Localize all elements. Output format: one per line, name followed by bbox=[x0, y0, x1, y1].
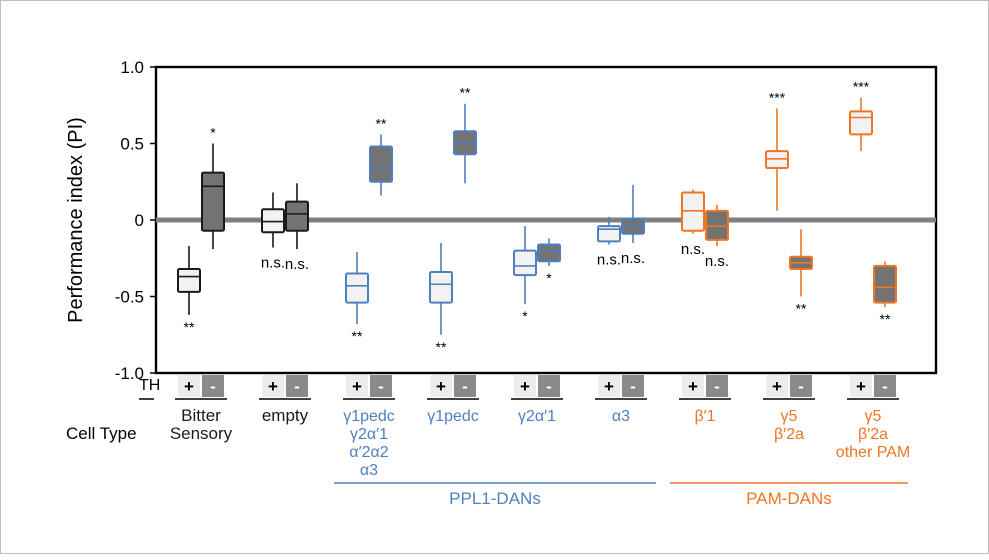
group-2-box-minus bbox=[369, 145, 393, 183]
group-1-box-plus-significance: n.s. bbox=[261, 255, 285, 272]
y-tick-label: -1.0 bbox=[115, 364, 144, 383]
group-4-box-plus-th-cell bbox=[514, 375, 536, 397]
group-0-box-plus bbox=[177, 267, 201, 293]
group-7-label-1: β′2a bbox=[774, 426, 804, 443]
group-1-box-minus-th-sign: - bbox=[294, 377, 300, 396]
y-tick-label: 1.0 bbox=[120, 58, 144, 77]
group-8-box-plus-significance: *** bbox=[853, 79, 870, 95]
group-1-label-0: empty bbox=[262, 406, 309, 425]
group-7-box-plus-th-sign: + bbox=[772, 377, 782, 396]
group-6-label-0: β′1 bbox=[694, 408, 715, 425]
group-4-box-minus-significance: * bbox=[546, 270, 552, 286]
group-7-box-minus-significance: ** bbox=[796, 301, 807, 317]
group-3-box-plus-th-cell bbox=[430, 375, 452, 397]
y-tick-label: 0.5 bbox=[120, 135, 144, 154]
group-5-box-plus-significance: n.s. bbox=[597, 251, 621, 268]
group-8-box-minus bbox=[873, 264, 897, 304]
group-2-box-plus bbox=[345, 272, 369, 304]
group-0-box-plus-th-cell bbox=[178, 375, 200, 397]
group-7-label-0: γ5 bbox=[781, 408, 798, 425]
group-4-box-minus bbox=[537, 243, 561, 263]
group-8-box-minus-th-cell bbox=[874, 375, 896, 397]
group-6-box-minus-th-cell bbox=[706, 375, 728, 397]
group-8-label-0: γ5 bbox=[865, 408, 882, 425]
th-row-label: TH bbox=[139, 377, 160, 394]
group-3-box-minus-th-cell bbox=[454, 375, 476, 397]
group-3-box-plus-th-sign: + bbox=[436, 377, 446, 396]
group-2-box-plus-th-sign: + bbox=[352, 377, 362, 396]
group-7-box-minus-th-cell bbox=[790, 375, 812, 397]
group-6-box-minus-significance: n.s. bbox=[705, 253, 729, 270]
group-4-label-0: γ2α′1 bbox=[518, 408, 556, 425]
group-8-box-plus-th-cell bbox=[850, 375, 872, 397]
group-6-box-minus-th-sign: - bbox=[714, 377, 720, 396]
group-6-box-plus-th-sign: + bbox=[688, 377, 698, 396]
group-2-box-minus-significance: ** bbox=[376, 115, 387, 131]
group-1-box-plus-th-cell bbox=[262, 375, 284, 397]
group-5-box-plus-th-sign: + bbox=[604, 377, 614, 396]
group-0-box-minus-th-sign: - bbox=[210, 377, 216, 396]
group-1-box-plus-th-sign: + bbox=[268, 377, 278, 396]
group-1-box-minus bbox=[285, 200, 309, 232]
group-0-box-minus bbox=[201, 171, 225, 232]
group-5-box-plus-th-cell bbox=[598, 375, 620, 397]
group-0-label-1: Sensory bbox=[170, 424, 233, 443]
group-3-box-plus bbox=[429, 271, 453, 304]
group-0-box-plus-th-sign: + bbox=[184, 377, 194, 396]
group-2-box-minus-th-sign: - bbox=[378, 377, 384, 396]
group-8-box-plus bbox=[849, 110, 873, 136]
group-0-label-0: Bitter bbox=[181, 406, 221, 425]
group-1-box-minus-significance: n.s. bbox=[285, 256, 309, 273]
group-8-box-minus-th-sign: - bbox=[882, 377, 888, 396]
group-5-box-minus-th-sign: - bbox=[630, 377, 636, 396]
group-3-box-plus-significance: ** bbox=[436, 339, 447, 355]
group-1-box-minus-th-cell bbox=[286, 375, 308, 397]
group-4-box-minus-th-cell bbox=[538, 375, 560, 397]
group-2-label-1: γ2α′1 bbox=[350, 426, 388, 443]
group-4-box-plus bbox=[513, 249, 537, 277]
y-axis-label: Performance index (PI) bbox=[65, 117, 87, 323]
group-0-box-minus-significance: * bbox=[210, 125, 216, 141]
group-2-label-3: α3 bbox=[360, 462, 378, 479]
group-8-box-plus-th-sign: + bbox=[856, 377, 866, 396]
group-4-box-plus-th-sign: + bbox=[520, 377, 530, 396]
group-6-box-plus-significance: n.s. bbox=[681, 241, 705, 258]
group-0-box-plus-significance: ** bbox=[184, 319, 195, 335]
cell-type-label: Cell Type bbox=[66, 424, 137, 443]
group-4-box-minus-th-sign: - bbox=[546, 377, 552, 396]
bracket-1-label: PAM-DANs bbox=[746, 489, 832, 508]
y-tick-label: -0.5 bbox=[115, 288, 144, 307]
group-5-box-minus-significance: n.s. bbox=[621, 250, 645, 267]
group-7-box-plus-significance: *** bbox=[769, 89, 786, 105]
bracket-0-label: PPL1-DANs bbox=[449, 489, 541, 508]
group-8-label-1: β′2a bbox=[858, 426, 888, 443]
group-3-box-minus-significance: ** bbox=[460, 85, 471, 101]
group-8-label-2: other PAM bbox=[836, 444, 910, 461]
group-5-box-minus-th-cell bbox=[622, 375, 644, 397]
group-2-box-plus-significance: ** bbox=[352, 328, 363, 344]
group-2-label-0: γ1pedc bbox=[343, 408, 395, 425]
group-6-box-plus-th-cell bbox=[682, 375, 704, 397]
group-7-box-plus-th-cell bbox=[766, 375, 788, 397]
group-2-box-minus-th-cell bbox=[370, 375, 392, 397]
group-5-label-0: α3 bbox=[612, 408, 630, 425]
group-8-box-minus-significance: ** bbox=[880, 311, 891, 327]
group-4-box-plus-significance: * bbox=[522, 308, 528, 324]
group-0-box-minus-th-cell bbox=[202, 375, 224, 397]
group-2-box-plus-th-cell bbox=[346, 375, 368, 397]
y-tick-label: 0 bbox=[135, 211, 144, 230]
group-3-label-0: γ1pedc bbox=[427, 408, 479, 425]
group-3-box-minus-th-sign: - bbox=[462, 377, 468, 396]
group-2-label-2: α′2α2 bbox=[349, 444, 388, 461]
group-7-box-minus-th-sign: - bbox=[798, 377, 804, 396]
